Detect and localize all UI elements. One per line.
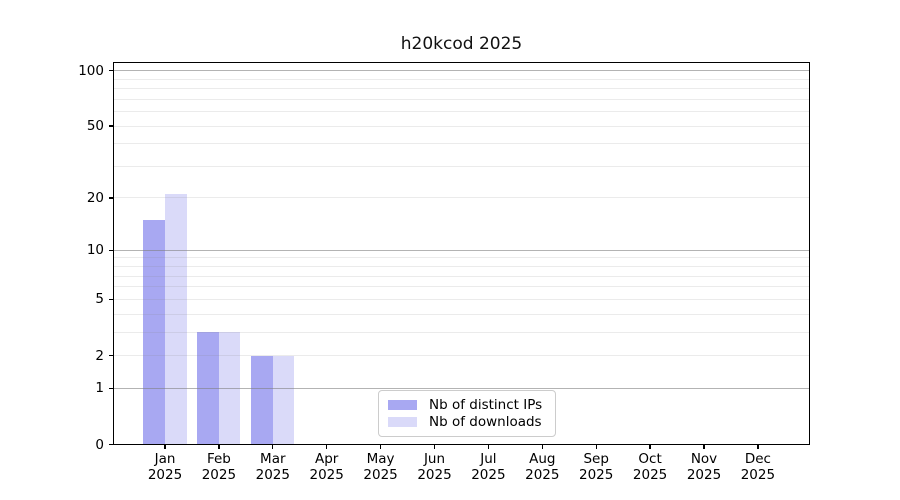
y-gridline-minor <box>113 257 810 259</box>
y-gridline-minor <box>113 331 810 333</box>
chart-title: h20kcod 2025 <box>400 34 523 54</box>
x-tick-label: Oct 2025 <box>632 450 668 483</box>
plot-area <box>113 61 810 445</box>
bar-distinct-ips <box>251 355 273 445</box>
legend-label-distinct-ips: Nb of distinct IPs <box>429 397 543 413</box>
y-gridline-minor <box>113 78 810 80</box>
x-tick-label: May 2025 <box>363 450 398 483</box>
legend-item-distinct-ips: Nb of distinct IPs <box>388 397 546 414</box>
x-tick-label: Jun 2025 <box>417 450 452 483</box>
x-tick <box>218 444 220 449</box>
y-tick <box>108 354 113 357</box>
y-tick <box>108 69 113 72</box>
y-tick <box>108 387 113 390</box>
y-tick-label: 50 <box>86 118 104 135</box>
y-tick <box>108 298 113 301</box>
y-gridline-minor <box>113 197 810 199</box>
y-gridline-minor <box>113 298 810 300</box>
y-gridline-minor <box>113 143 810 145</box>
y-tick-label: 0 <box>95 436 104 453</box>
x-tick-label: Feb 2025 <box>201 450 237 483</box>
x-tick-label: Jan 2025 <box>147 450 183 483</box>
x-tick <box>272 444 274 449</box>
y-gridline-major <box>113 249 810 251</box>
y-tick-label: 100 <box>78 62 104 79</box>
y-gridline-minor <box>113 165 810 167</box>
legend-swatch-downloads <box>388 417 417 427</box>
legend-swatch-distinct-ips <box>388 400 417 410</box>
y-gridline-minor <box>113 275 810 277</box>
y-tick-label: 5 <box>95 291 104 308</box>
y-gridline-minor <box>113 125 810 127</box>
y-gridline-minor <box>113 88 810 90</box>
x-tick <box>164 444 166 449</box>
bar-downloads <box>272 355 295 445</box>
x-tick-label: Mar 2025 <box>255 450 290 483</box>
y-gridline-major <box>113 387 810 389</box>
legend-label-downloads: Nb of downloads <box>429 414 542 430</box>
y-tick <box>108 125 113 127</box>
x-tick-label: Apr 2025 <box>309 450 344 483</box>
y-tick-label: 10 <box>86 242 104 259</box>
y-tick-label: 20 <box>86 189 104 206</box>
y-gridline-minor <box>113 266 810 268</box>
y-tick <box>108 249 113 251</box>
x-tick-label: Sep 2025 <box>579 450 614 483</box>
x-tick <box>433 444 436 449</box>
x-tick-label: Jul 2025 <box>471 450 506 483</box>
y-tick-label: 2 <box>95 347 104 364</box>
x-tick-label: Nov 2025 <box>686 450 722 483</box>
y-gridline-minor <box>113 313 810 315</box>
x-tick <box>703 444 705 449</box>
y-tick <box>108 443 113 446</box>
x-tick <box>487 444 490 449</box>
y-tick-label: 1 <box>95 380 104 397</box>
x-tick <box>326 444 328 449</box>
y-gridline-minor <box>113 111 810 113</box>
x-tick-label: Aug 2025 <box>525 450 560 483</box>
x-tick <box>649 444 651 449</box>
x-tick <box>541 444 543 449</box>
legend: Nb of distinct IPs Nb of downloads <box>378 390 556 437</box>
bar-downloads <box>165 194 187 445</box>
y-gridline-minor <box>113 286 810 288</box>
y-gridline-minor <box>113 98 810 100</box>
x-tick-label: Dec 2025 <box>740 450 776 483</box>
x-tick <box>595 444 597 449</box>
y-gridline-minor <box>113 355 810 356</box>
y-tick <box>108 197 113 199</box>
legend-item-downloads: Nb of downloads <box>388 414 546 431</box>
y-gridline-major <box>113 70 810 72</box>
x-tick <box>379 444 382 449</box>
x-tick <box>757 444 759 449</box>
